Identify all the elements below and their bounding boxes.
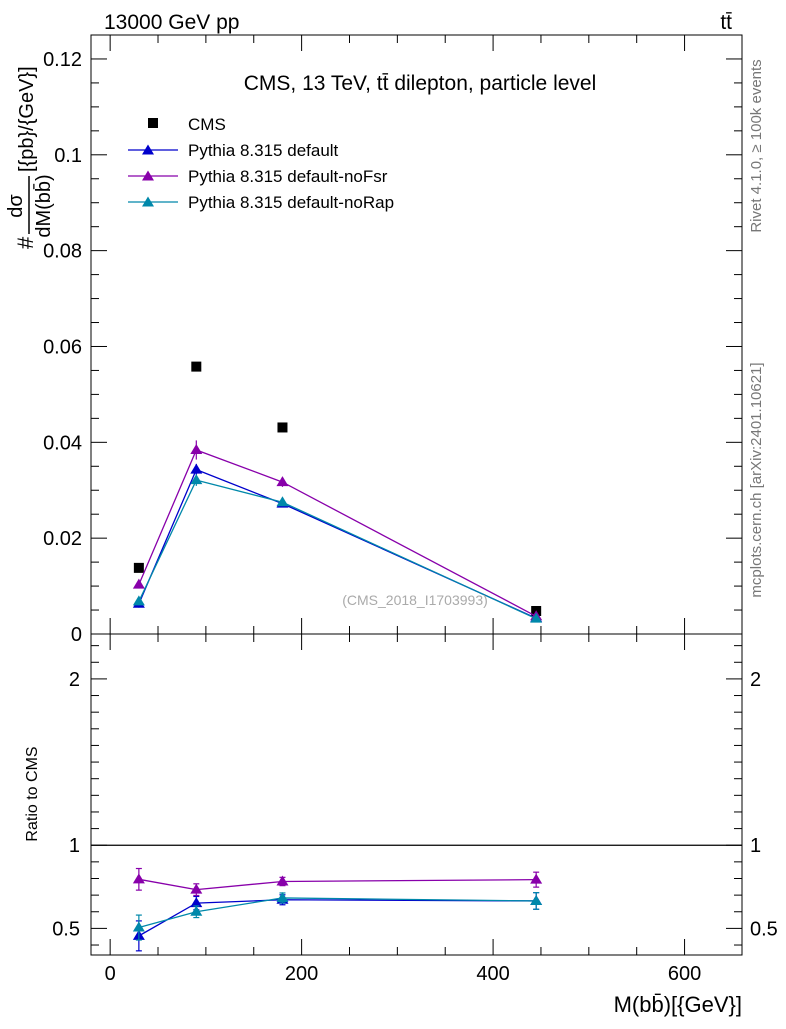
legend-marker-default (142, 144, 154, 155)
pythia-8-315-default-norap-point (190, 474, 203, 485)
x-tick-label: 0 (105, 963, 116, 985)
pythia-8-315-default-norap-line (138, 479, 537, 620)
cms-point (277, 422, 288, 433)
legend-label-nofsr: Pythia 8.315 default-noFsr (188, 167, 388, 186)
pythia-8-315-default-point (190, 463, 203, 474)
ratio-pythia-8-315-default-norap-point (190, 905, 203, 916)
ratio-y-tick-label-right: 0.5 (750, 918, 778, 940)
main-y-tick-label: 0.06 (43, 336, 82, 358)
legend-label-norap: Pythia 8.315 default-noRap (188, 193, 394, 212)
legend-marker-norap (142, 196, 154, 207)
pythia-8-315-default-norap-point (530, 612, 543, 623)
ylabel-numerator: dσ (5, 194, 27, 218)
cms-point (191, 361, 202, 372)
analysis-watermark: (CMS_2018_I1703993) (342, 592, 488, 608)
ratio-pythia-8-315-default-nofsr-point (132, 873, 145, 884)
pythia-8-315-default-norap-point (132, 595, 145, 606)
ylabel-hash: # (13, 236, 38, 249)
x-tick-label: 600 (668, 963, 701, 985)
ratio-pythia-8-315-default-nofsr-point (276, 875, 289, 886)
pythia-8-315-default-nofsr-line (138, 449, 537, 617)
legend-marker-nofsr (142, 170, 154, 181)
ratio-y-tick-label-right: 1 (750, 835, 761, 857)
ratio-y-tick-label: 2 (69, 669, 80, 691)
main-y-tick-label: 0.04 (43, 432, 82, 454)
x-axis-label: M(bb̄)[{GeV}] (614, 992, 742, 1017)
legend-label-default: Pythia 8.315 default (188, 141, 339, 160)
header-process-label: tt̄ (720, 11, 732, 34)
ratio-pythia-8-315-default-norap-point (132, 921, 145, 932)
plot-title: CMS, 13 TeV, tt̄ dilepton, particle leve… (244, 72, 597, 95)
main-y-axis-label: # dσ dM(bb̄) [{pb}/{GeV}] (5, 66, 55, 249)
ratio-y-tick-label: 1 (69, 835, 80, 857)
ylabel-units: [{pb}/{GeV}] (16, 66, 38, 172)
ratio-y-tick-label: 0.5 (52, 918, 80, 940)
pythia-8-315-default-nofsr-point (276, 476, 289, 487)
pythia-8-315-default-nofsr-point (132, 578, 145, 589)
ratio-y-tick-label-right: 2 (750, 669, 761, 691)
ratio-pythia-8-315-default-nofsr-point (530, 873, 543, 884)
x-tick-label: 400 (476, 963, 509, 985)
cms-point (133, 562, 144, 573)
ylabel-denominator: dM(bb̄) (32, 174, 55, 237)
main-y-tick-label: 0.12 (43, 49, 82, 71)
legend: CMS Pythia 8.315 default Pythia 8.315 de… (128, 115, 394, 212)
rivet-version-label: Rivet 4.1.0, ≥ 100k events (748, 59, 765, 232)
ratio-plot-frame (90, 633, 743, 956)
ratio-y-axis-label: Ratio to CMS (24, 746, 41, 841)
main-y-tick-label: 0.1 (54, 145, 82, 167)
ratio-pythia-8-315-default-norap-point (276, 891, 289, 902)
ratio-pythia-8-315-default-point (190, 897, 203, 908)
legend-marker-cms (148, 118, 158, 128)
ratio-pythia-8-315-default-norap-line (138, 897, 537, 929)
main-y-tick-label: 0.02 (43, 528, 82, 550)
ratio-pythia-8-315-default-norap-point (530, 894, 543, 905)
main-y-tick-label: 0.08 (43, 241, 82, 263)
pythia-8-315-default-nofsr-point (190, 443, 203, 454)
x-tick-label: 200 (285, 963, 318, 985)
header-energy-label: 13000 GeV pp (104, 11, 239, 34)
ratio-pythia-8-315-default-nofsr-line (138, 878, 537, 891)
ratio-pythia-8-315-default-nofsr-point (190, 883, 203, 894)
pythia-8-315-default-norap-point (276, 496, 289, 507)
main-y-tick-label: 0 (71, 624, 82, 646)
mcplots-credit-label: mcplots.cern.ch [arXiv:2401.10621] (748, 362, 765, 597)
legend-label-cms: CMS (188, 115, 226, 134)
